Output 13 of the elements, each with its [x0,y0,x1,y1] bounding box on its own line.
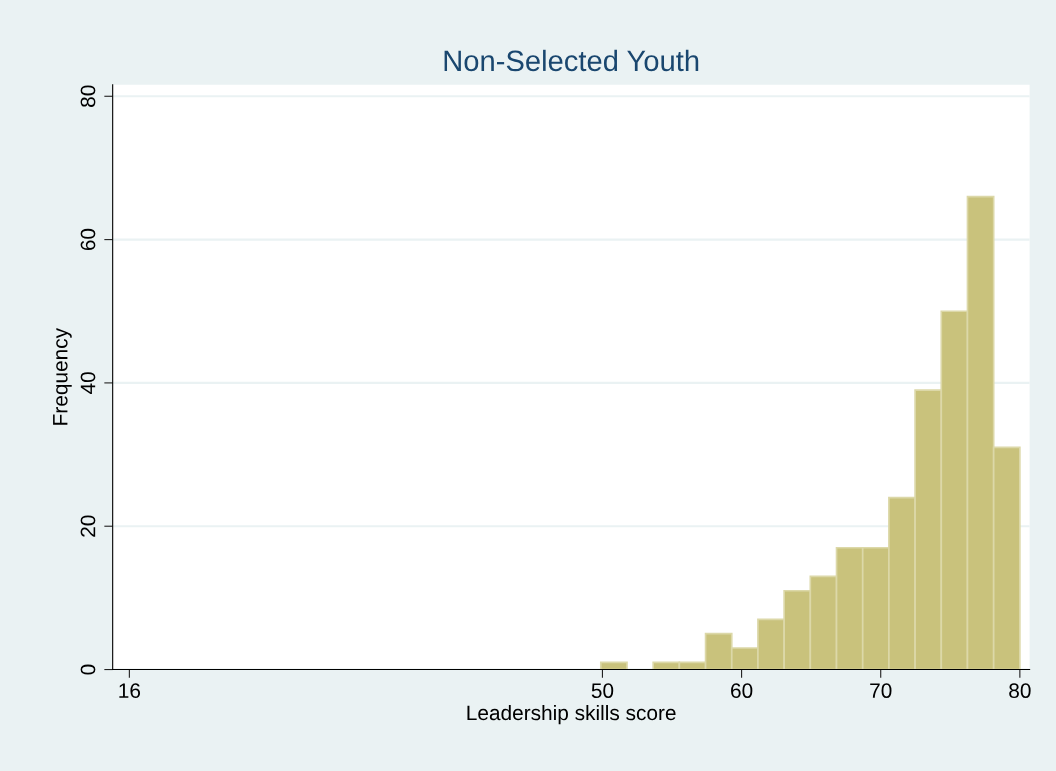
x-tick-label: 80 [1009,683,1031,699]
x-tick-label: 50 [591,683,614,699]
y-tick-label: 60 [80,228,96,251]
x-tick-label: 60 [731,683,753,699]
y-tick-label: 20 [80,515,96,537]
y-tick-label: 80 [80,85,96,107]
y-axis-title: Frequency [53,327,72,425]
x-axis-title: Leadership skills score [467,704,676,725]
x-tick-label: 70 [870,683,892,699]
y-tick-label: 40 [80,372,96,395]
y-tick-label: 0 [80,664,96,675]
x-tick-label: 16 [119,683,141,699]
chart-title: Non-Selected Youth [444,49,699,72]
